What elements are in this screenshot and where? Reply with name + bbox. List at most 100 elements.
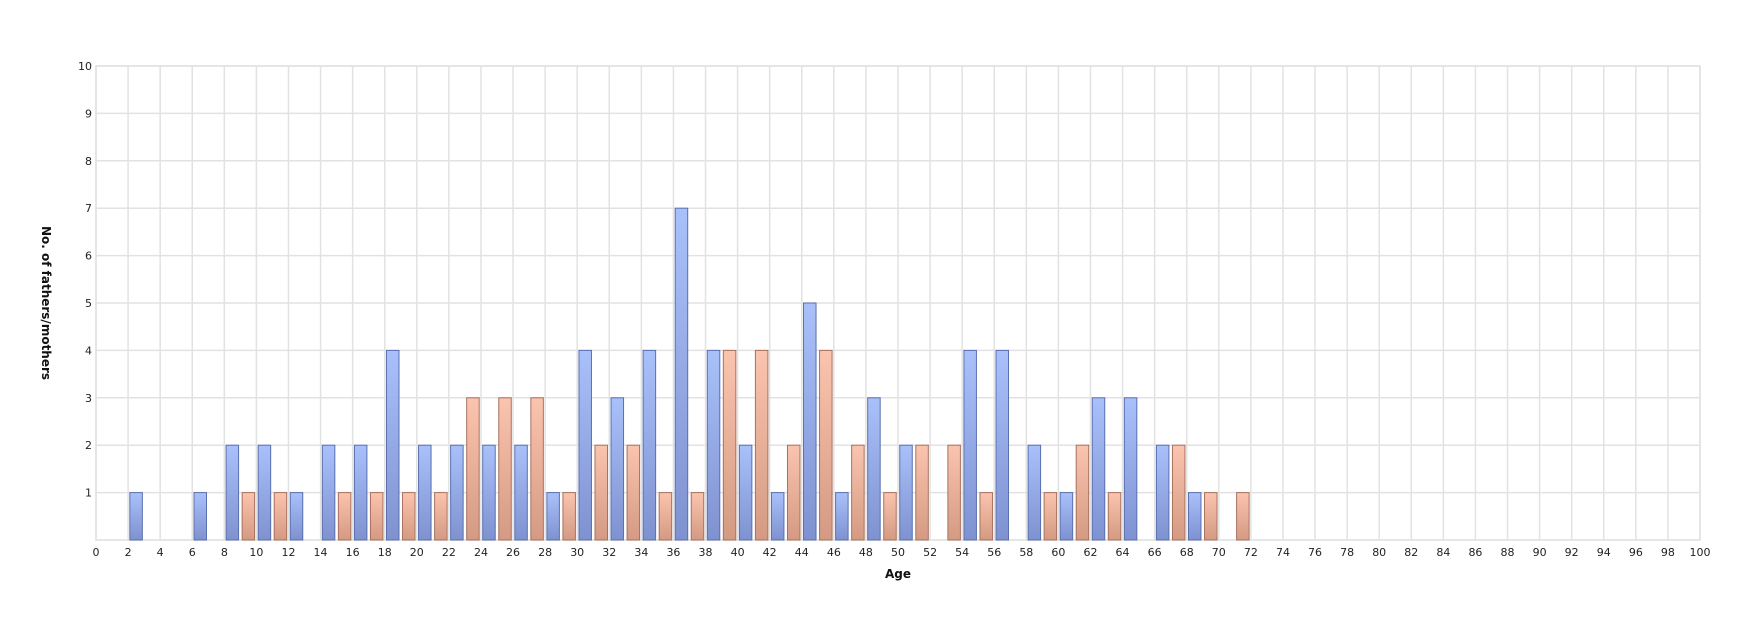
bar-series-1 [1155,444,1170,541]
bar-series-1 [770,492,785,541]
bar-series-2 [626,444,641,541]
bar-series-2 [1171,444,1186,541]
x-tick-label: 58 [1019,546,1033,559]
x-tick-label: 40 [731,546,745,559]
bar-series-2 [1075,444,1090,541]
x-tick-label: 4 [157,546,164,559]
x-tick-label: 100 [1690,546,1711,559]
bar-series-1 [1091,397,1106,541]
x-tick-label: 74 [1276,546,1290,559]
bar-series-2 [434,492,448,541]
x-tick-label: 6 [189,546,196,559]
grid [95,65,1701,541]
bar-series-1 [1059,492,1074,541]
y-tick-label: 5 [85,297,92,310]
x-tick-label: 64 [1116,546,1130,559]
bar-series-2 [498,397,512,541]
x-tick-label: 14 [314,546,328,559]
bar-series-1 [546,492,560,541]
x-tick-label: 96 [1629,546,1643,559]
bar-series-1 [450,444,464,541]
x-tick-label: 90 [1533,546,1547,559]
x-tick-label: 82 [1404,546,1418,559]
bar-series-1 [129,492,143,541]
bar-series-1 [1027,444,1042,541]
x-tick-label: 38 [699,546,713,559]
x-tick-label: 94 [1597,546,1611,559]
x-tick-label: 24 [474,546,488,559]
bar-series-2 [369,492,384,541]
bar-series-1 [1187,492,1202,541]
x-tick-label: 0 [93,546,100,559]
bar-series-2 [1107,492,1122,541]
y-tick-label: 4 [85,344,92,357]
x-tick-label: 18 [378,546,392,559]
y-tick-label: 6 [85,250,92,263]
y-tick-label: 1 [85,487,92,500]
x-tick-label: 10 [249,546,263,559]
y-tick-label: 9 [85,107,92,120]
bar-series-2 [1043,492,1058,541]
y-tick-label: 2 [85,439,92,452]
bar-series-1 [835,492,849,541]
y-tick-label: 10 [78,60,92,73]
x-tick-label: 28 [538,546,552,559]
bar-series-1 [963,349,977,541]
x-tick-label: 48 [859,546,873,559]
bar-series-2 [658,492,673,541]
bar-series-2 [819,349,833,541]
x-tick-label: 50 [891,546,905,559]
x-tick-label: 36 [666,546,680,559]
bar-series-2 [241,492,256,541]
x-tick-label: 68 [1180,546,1194,559]
bar-series-1 [867,397,881,541]
x-tick-label: 86 [1468,546,1482,559]
x-tick-label: 12 [281,546,295,559]
bar-series-2 [466,397,480,541]
bar-series-2 [1204,492,1218,541]
bar-series-2 [786,444,801,541]
y-axis-label: No. of fathers/mothers [39,226,53,380]
bar-series-1 [674,207,689,541]
x-tick-label: 70 [1212,546,1226,559]
bar-series-2 [594,444,609,541]
x-tick-label: 60 [1051,546,1065,559]
bar-series-1 [514,444,528,541]
x-tick-label: 88 [1501,546,1515,559]
bar-series-2 [947,444,961,541]
x-tick-label: 56 [987,546,1001,559]
bar-series-1 [418,444,432,541]
bar-series-1 [642,349,657,541]
bar-series-2 [915,444,929,541]
x-tick-label: 66 [1148,546,1162,559]
x-tick-label: 46 [827,546,841,559]
x-tick-label: 26 [506,546,520,559]
bar-series-2 [273,492,288,541]
x-tick-label: 34 [634,546,648,559]
y-tick-label: 8 [85,155,92,168]
x-axis-label: Age [885,567,911,581]
x-tick-label: 2 [125,546,132,559]
bar-series-2 [754,349,769,541]
x-tick-label: 54 [955,546,969,559]
bar-series-1 [321,444,336,541]
bar-series-2 [562,492,576,541]
bar-series-1 [1123,397,1138,541]
y-tick-label: 7 [85,202,92,215]
bar-series-2 [722,349,737,541]
bar-series-1 [385,349,400,541]
x-tick-label: 62 [1083,546,1097,559]
x-tick-labels: 0 2 4 6 8 10 12 14 16 18 20 22 24 26 28 30 32 34 36 38 40 42 4… [93,546,1711,559]
bar-series-1 [257,444,272,541]
x-tick-label: 92 [1565,546,1579,559]
x-tick-label: 76 [1308,546,1322,559]
x-tick-label: 22 [442,546,456,559]
bar-series-1 [482,444,496,541]
bar-series-1 [899,444,913,541]
x-tick-label: 44 [795,546,809,559]
bar-series-2 [337,492,352,541]
x-tick-label: 98 [1661,546,1675,559]
bar-series-2 [851,444,865,541]
y-tick-label: 3 [85,392,92,405]
